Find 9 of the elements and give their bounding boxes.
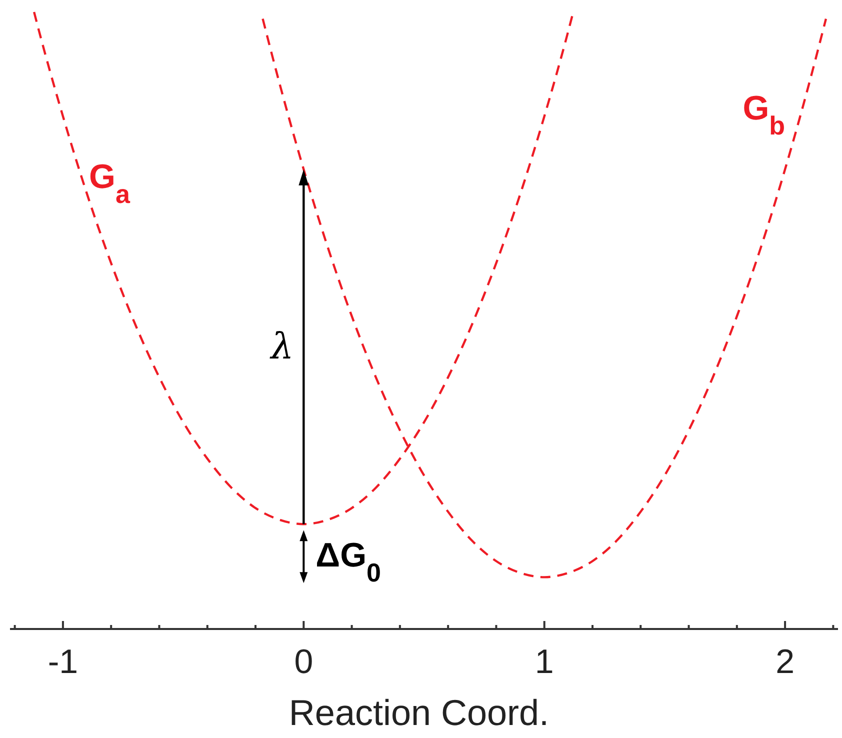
x-tick-label: 1 bbox=[534, 643, 554, 681]
annotation: ΔG$_{0}$ bbox=[316, 536, 382, 588]
x-tick-label: -1 bbox=[48, 643, 78, 681]
x-tick-label: 2 bbox=[776, 643, 795, 681]
x-axis-title: Reaction Coord. bbox=[288, 692, 550, 733]
annotation: λ bbox=[268, 326, 294, 368]
series-label: G$_{a}$ bbox=[89, 158, 130, 210]
x-tick-label: 0 bbox=[294, 643, 314, 681]
series-label: G$_{b}$ bbox=[742, 89, 786, 140]
